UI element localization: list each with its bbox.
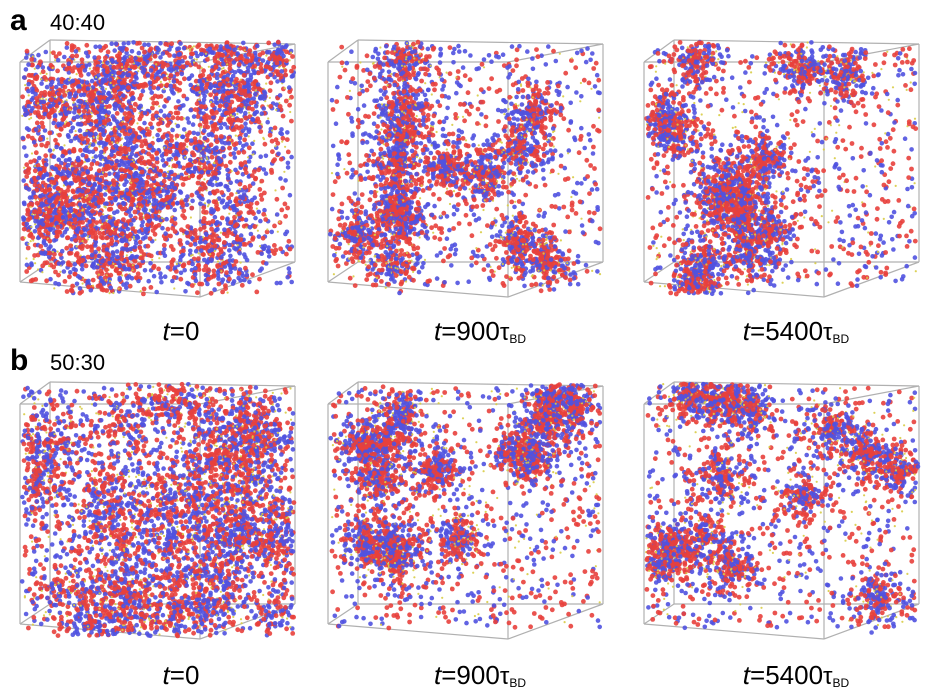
tau-subscript: BD bbox=[509, 332, 526, 346]
caption-a-t5400: t=5400τBD bbox=[646, 318, 926, 345]
snapshot-a-t900-cube bbox=[327, 39, 604, 298]
snapshot-a-t0-cube bbox=[19, 39, 297, 298]
snapshot-a-t900 bbox=[318, 32, 608, 302]
snapshot-b-t0-cube bbox=[19, 381, 297, 640]
tau-symbol: τ bbox=[823, 663, 832, 690]
time-variable: t bbox=[163, 316, 170, 346]
time-value: =900 bbox=[441, 316, 500, 346]
snapshot-b-t900 bbox=[318, 374, 608, 644]
caption-b-t5400: t=5400τBD bbox=[646, 662, 926, 689]
time-value: =0 bbox=[170, 316, 200, 346]
time-variable: t bbox=[434, 660, 441, 690]
tau-symbol: τ bbox=[500, 319, 509, 346]
panel-letter-a: a bbox=[10, 6, 27, 36]
time-value: =5400 bbox=[750, 316, 823, 346]
snapshot-a-t0 bbox=[10, 32, 300, 302]
tau-symbol: τ bbox=[500, 663, 509, 690]
snapshot-b-t900-cube bbox=[327, 381, 604, 640]
time-variable: t bbox=[743, 316, 750, 346]
tau-subscript: BD bbox=[833, 676, 850, 690]
panel-b-ratio: 50:30 bbox=[50, 352, 105, 374]
time-value: =5400 bbox=[750, 660, 823, 690]
snapshot-b-t0 bbox=[10, 374, 300, 644]
snapshot-a-t5400 bbox=[634, 32, 924, 302]
caption-a-t0: t=0 bbox=[31, 318, 331, 344]
snapshot-a-t5400-cube bbox=[643, 39, 920, 298]
panel-letter-b: b bbox=[10, 346, 28, 376]
time-variable: t bbox=[434, 316, 441, 346]
time-value: =0 bbox=[170, 660, 200, 690]
time-variable: t bbox=[743, 660, 750, 690]
time-variable: t bbox=[163, 660, 170, 690]
tau-symbol: τ bbox=[823, 319, 832, 346]
tau-subscript: BD bbox=[833, 332, 850, 346]
panel-a-ratio: 40:40 bbox=[50, 12, 105, 34]
snapshot-b-t5400 bbox=[634, 374, 924, 644]
caption-a-t900: t=900τBD bbox=[330, 318, 630, 345]
snapshot-b-t5400-cube bbox=[643, 381, 921, 640]
caption-b-t0: t=0 bbox=[31, 662, 331, 688]
tau-subscript: BD bbox=[509, 676, 526, 690]
caption-b-t900: t=900τBD bbox=[330, 662, 630, 689]
time-value: =900 bbox=[441, 660, 500, 690]
